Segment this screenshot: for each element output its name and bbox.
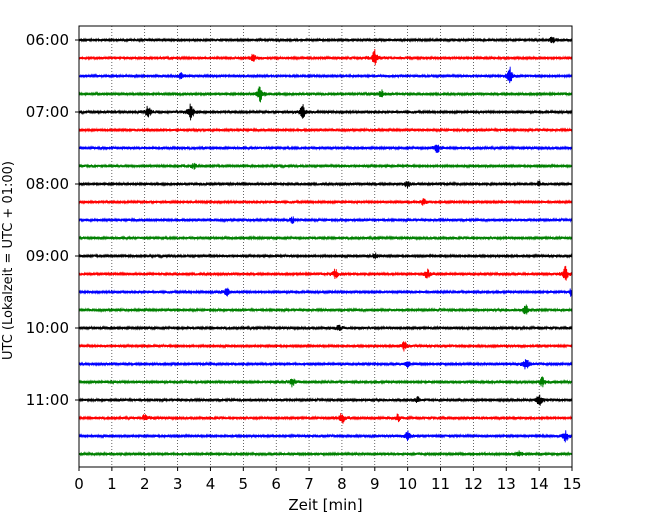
x-tick-label: 0	[74, 475, 84, 493]
trace-line-0830	[78, 216, 573, 224]
trace-line-0700	[78, 103, 573, 121]
trace-line-1045	[78, 376, 573, 388]
trace-line-1000	[78, 324, 573, 331]
trace-line-0615	[78, 49, 573, 66]
y-axis: 06:00 07:00 08:00 09:00 10:00 11:00	[26, 31, 79, 409]
x-tick-label: 8	[337, 475, 347, 493]
x-tick-label: 15	[562, 475, 581, 493]
trace-line-1145	[78, 450, 573, 457]
y-tick-label: 07:00	[26, 103, 69, 121]
trace-line-0930	[78, 287, 573, 297]
trace-line-0900	[78, 252, 573, 260]
trace-line-1015	[78, 341, 573, 352]
trace-line-1115	[78, 413, 573, 424]
y-axis-label: UTC (Lokalzeit = UTC + 01:00)	[1, 161, 16, 360]
x-tick-label: 11	[431, 475, 450, 493]
trace-line-0645	[78, 86, 573, 103]
x-tick-label: 10	[398, 475, 417, 493]
x-tick-label: 14	[530, 475, 549, 493]
trace-line-1030	[78, 359, 573, 370]
x-axis-label: Zeit [min]	[288, 496, 362, 514]
trace-line-0715	[78, 127, 573, 133]
trace-line-0745	[78, 162, 573, 170]
trace-line-1100	[78, 394, 573, 406]
y-tick-label: 09:00	[26, 247, 69, 265]
x-tick-label: 1	[107, 475, 117, 493]
x-tick-label: 3	[173, 475, 183, 493]
x-tick-label: 9	[370, 475, 380, 493]
trace-line-0915	[78, 265, 573, 281]
y-tick-label: 10:00	[26, 319, 69, 337]
x-tick-label: 6	[271, 475, 281, 493]
x-tick-label: 2	[140, 475, 150, 493]
trace-line-1130	[78, 430, 573, 443]
trace-line-0800	[78, 180, 573, 189]
trace-line-0945	[78, 304, 573, 315]
trace-line-0730	[78, 144, 573, 153]
x-tick-label: 7	[304, 475, 314, 493]
x-tick-label: 13	[497, 475, 516, 493]
trace-line-0815	[78, 198, 573, 206]
trace-line-0845	[78, 234, 573, 241]
y-tick-label: 11:00	[26, 391, 69, 409]
trace-line-0600	[78, 36, 573, 44]
x-tick-label: 5	[239, 475, 249, 493]
y-tick-label: 08:00	[26, 175, 69, 193]
trace-line-0630	[78, 66, 573, 84]
trace-group	[78, 36, 573, 457]
x-axis: 0 1 2 3 4 5 6 7 8 9 10 11 12 13 14 15	[74, 467, 582, 493]
x-tick-label: 4	[206, 475, 216, 493]
plot-frame	[78, 25, 573, 468]
y-tick-label: 06:00	[26, 31, 69, 49]
x-tick-label: 12	[464, 475, 483, 493]
